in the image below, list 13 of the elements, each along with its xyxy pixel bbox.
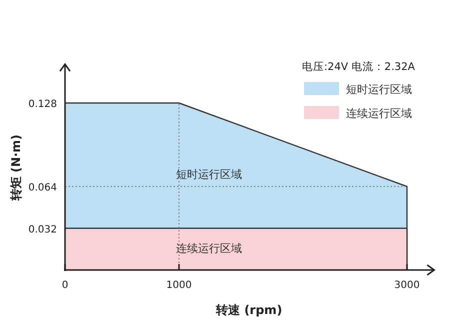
- legend-label: 连续运行区域: [346, 107, 412, 120]
- legend-label: 短时运行区域: [346, 83, 412, 96]
- y-tick-label: 0.032: [28, 224, 57, 236]
- annotation: 连续运行区域: [176, 242, 242, 255]
- chart-subtitle: 电压:24V 电流：2.32A: [302, 60, 416, 73]
- x-axis-title: 转速 (rpm): [215, 303, 282, 317]
- y-tick-label: 0.128: [28, 99, 57, 110]
- x-tick-label: 0: [62, 280, 68, 291]
- annotation: 短时运行区域: [176, 168, 242, 181]
- x-tick-label: 3000: [394, 280, 420, 291]
- y-axis-title: 转矩 (N·m): [9, 134, 23, 202]
- x-tick-label: 1000: [166, 280, 192, 291]
- y-tick-label: 0.064: [28, 182, 57, 194]
